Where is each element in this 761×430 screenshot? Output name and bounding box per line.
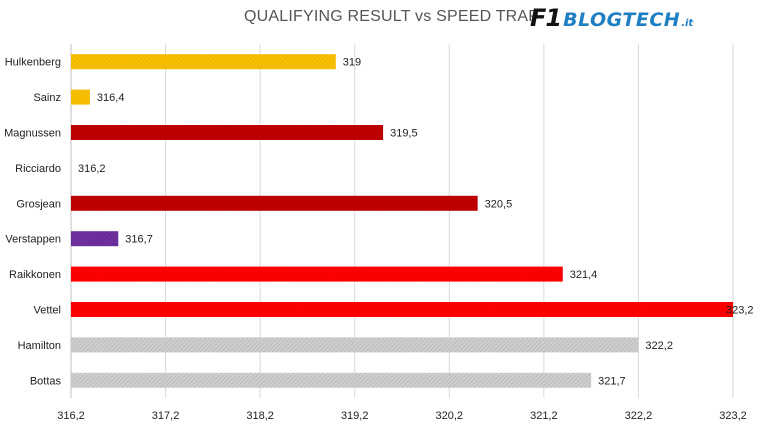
value-label: 323,2 xyxy=(726,305,754,317)
bar-magnussen xyxy=(71,125,384,140)
bar-verstappen xyxy=(71,231,119,247)
f1blogtech-logo: F1 BLOGTECH .it xyxy=(530,4,693,32)
logo-suffix: .it xyxy=(681,18,694,29)
x-axis-tick-labels: 316,2 317,2 318,2 319,2 320,2 321,2 322,2 323,2 xyxy=(57,410,747,422)
bar-raikkonen xyxy=(71,266,563,282)
logo-name: BLOGTECH xyxy=(563,9,681,31)
category-label: Vettel xyxy=(33,305,61,317)
x-tick-label: 319,2 xyxy=(341,410,369,422)
value-label: 316,2 xyxy=(78,163,106,175)
value-label: 320,5 xyxy=(485,198,513,210)
value-label: 321,4 xyxy=(570,269,598,281)
bar-bottas xyxy=(71,372,592,388)
bar-grosjean xyxy=(71,195,478,211)
category-label: Ricciardo xyxy=(15,163,61,175)
bar-vettel xyxy=(71,302,733,317)
category-label: Sainz xyxy=(33,92,61,104)
x-tick-label: 316,2 xyxy=(57,410,85,422)
x-tick-label: 317,2 xyxy=(152,410,180,422)
category-label: Hamilton xyxy=(18,340,61,352)
category-label: Bottas xyxy=(30,375,62,387)
category-labels: Hulkenberg Sainz Magnussen Ricciardo Grosjea… xyxy=(4,57,61,388)
x-tick-label: 322,2 xyxy=(625,410,653,422)
bars xyxy=(71,54,733,388)
value-label: 321,7 xyxy=(598,375,626,387)
value-label: 322,2 xyxy=(645,340,673,352)
logo-f1: F1 xyxy=(530,4,562,32)
value-label: 316,7 xyxy=(125,234,153,246)
category-label: Verstappen xyxy=(5,234,61,246)
value-label: 319,5 xyxy=(390,128,418,140)
bar-hulkenberg xyxy=(71,54,336,70)
bar-sainz xyxy=(71,89,90,105)
category-label: Hulkenberg xyxy=(5,57,61,69)
x-tick-label: 320,2 xyxy=(436,410,464,422)
bar-hamilton xyxy=(71,337,639,353)
category-label: Grosjean xyxy=(16,198,61,210)
x-tick-label: 318,2 xyxy=(246,410,274,422)
value-label: 316,4 xyxy=(97,92,125,104)
category-label: Raikkonen xyxy=(9,269,61,281)
x-tick-label: 321,2 xyxy=(530,410,558,422)
x-tick-label: 323,2 xyxy=(719,410,747,422)
chart-title: QUALIFYING RESULT vs SPEED TRAP xyxy=(244,8,540,25)
value-label: 319 xyxy=(343,57,361,69)
category-label: Magnussen xyxy=(4,128,61,140)
value-labels: 319 316,4 319,5 316,2 320,5 316,7 321,4 323,2 32… xyxy=(78,57,754,388)
